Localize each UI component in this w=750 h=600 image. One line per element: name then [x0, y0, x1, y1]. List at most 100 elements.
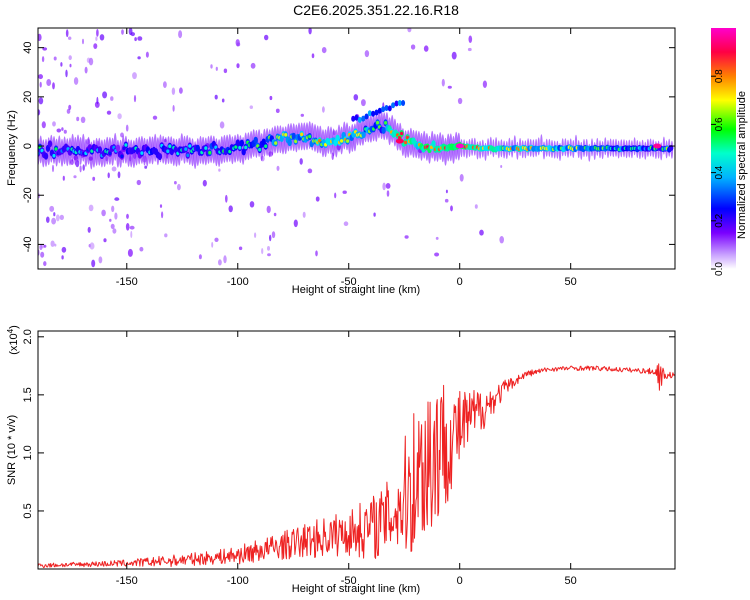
spectrogram-noise-speck — [218, 168, 221, 172]
spectrogram-x-ticks: -150 -100 -50 0 50 — [116, 28, 577, 288]
colorbar-tick-label: 0.8 — [714, 69, 725, 83]
spectrogram-noise-speck — [65, 29, 69, 38]
spectrogram-noise-speck — [130, 230, 133, 239]
snr-scale-exponent: 4 — [6, 328, 15, 333]
spectrogram-noise-speck — [467, 47, 472, 52]
spectrogram-ridge-cell — [157, 153, 163, 161]
spectrogram-noise-speck — [500, 165, 503, 168]
colorbar-gradient — [711, 28, 736, 269]
spectrogram-noise-speck — [315, 196, 320, 202]
spectrogram-noise-speck — [53, 56, 57, 61]
spectrogram-ridge-core — [238, 145, 242, 150]
spectrogram-noise-speck — [106, 110, 112, 115]
figure-title: C2E6.2025.351.22.16.R18 — [293, 2, 459, 18]
spectrogram-noise-speck — [53, 212, 56, 217]
snr-x-tick-label: -150 — [116, 575, 138, 587]
spectrogram-noise-speck — [164, 233, 168, 238]
spectrogram-noise-speck — [69, 63, 72, 68]
spectrogram-noise-speck — [49, 205, 55, 212]
spectrogram-noise-speck — [91, 259, 96, 268]
spectrogram-x-label: Height of straight line (km) — [292, 284, 420, 296]
spectrogram-noise-speck — [46, 216, 50, 223]
spectrogram-noise-speck — [51, 217, 56, 225]
spectrogram-ridge-core — [258, 147, 262, 152]
spectrogram-peak — [455, 143, 464, 149]
colorbar-tick-label: 0.4 — [714, 165, 725, 179]
spectrogram-noise-speck — [238, 246, 243, 251]
spectrogram-noise-speck — [80, 116, 86, 124]
spectrogram-noise-speck — [39, 81, 42, 88]
spectrogram-x-tick-label: -150 — [116, 276, 138, 288]
spectrogram-ridge-core — [400, 131, 404, 136]
spectrogram-ridge-core — [376, 120, 380, 125]
spectrogram-y-tick-label: 0 — [22, 143, 34, 149]
spectrogram-noise-speck — [46, 79, 52, 86]
spectrogram-noise-speck — [214, 94, 218, 100]
snr-y-tick-label: 1.0 — [22, 445, 34, 460]
spectrogram-noise-speck — [214, 237, 219, 242]
spectrogram-ridge-cell — [239, 139, 244, 147]
spectrogram-noise-speck — [110, 96, 114, 101]
spectrogram-noise-speck — [386, 190, 390, 197]
snr-x-tick-label: 0 — [457, 575, 463, 587]
spectrogram-ridge-core — [204, 146, 208, 150]
spectrogram-panel: -150 -100 -50 0 50 40 20 0 -20 -40 Height of str… — [6, 27, 676, 296]
spectrogram-secondary-cell — [367, 110, 372, 117]
spectrogram-noise-speck — [39, 244, 43, 250]
spectrogram-noise-speck — [117, 171, 121, 179]
spectrogram-noise-speck — [133, 95, 137, 103]
spectrogram-ridge-core — [108, 151, 112, 156]
spectrogram-noise-speck — [249, 105, 253, 109]
spectrogram-noise-speck — [221, 98, 225, 103]
spectrogram-noise-speck — [43, 244, 47, 248]
spectrogram-noise-speck — [38, 33, 42, 41]
spectrogram-noise-speck — [236, 63, 240, 69]
spectrogram-noise-speck — [82, 164, 85, 171]
spectrogram-noise-speck — [126, 213, 129, 219]
spectrogram-noise-speck — [38, 97, 44, 105]
spectrogram-secondary-cell — [401, 100, 406, 106]
spectrogram-noise-speck — [52, 121, 56, 127]
spectrogram-noise-speck — [342, 190, 347, 194]
spectrogram-noise-speck — [89, 242, 95, 250]
spectrogram-noise-speck — [307, 168, 313, 174]
spectrogram-noise-speck — [102, 91, 108, 99]
spectrogram-secondary-cell — [357, 116, 362, 123]
spectrogram-ridge-cell — [115, 144, 121, 152]
spectrogram-noise-speck — [334, 192, 337, 199]
spectrogram-noise-speck — [482, 80, 487, 88]
spectrogram-secondary-cell — [381, 106, 386, 113]
spectrogram-noise-speck — [92, 176, 96, 181]
snr-x-label: Height of straight line (km) — [292, 583, 420, 595]
spectrogram-noise-speck — [219, 121, 225, 129]
spectrogram-noise-speck — [343, 221, 349, 226]
spectrogram-y-ticks: 40 20 0 -20 -40 — [22, 42, 675, 252]
snr-series-line — [38, 363, 675, 569]
spectrogram-ridge-cell — [381, 126, 386, 134]
spectrogram-ridge-core — [140, 151, 144, 155]
spectrogram-noise-speck — [261, 248, 264, 255]
snr-x-tick-label: -50 — [341, 575, 357, 587]
spectrogram-secondary-cell — [394, 100, 399, 107]
spectrogram-noise-speck — [66, 108, 71, 114]
spectrogram-secondary-cell — [371, 110, 376, 117]
spectrogram-noise-speck — [127, 248, 133, 257]
spectrogram-noise-speck — [223, 68, 228, 74]
spectrogram-ridge-core — [264, 144, 268, 148]
spectrogram-noise-speck — [117, 113, 122, 120]
spectrogram-ridge-core — [234, 145, 238, 149]
spectrogram-noise-speck — [50, 240, 55, 247]
spectrogram-noise-speck — [293, 219, 298, 228]
spectrogram-noise-speck — [441, 78, 445, 87]
spectrogram-noise-speck — [269, 95, 273, 101]
spectrogram-noise-speck — [73, 175, 77, 179]
spectrogram-noise-speck — [93, 43, 98, 49]
spectrogram-noise-speck — [382, 182, 386, 191]
colorbar-tick-label: 0.2 — [714, 213, 725, 227]
spectrogram-noise-speck — [98, 256, 103, 264]
spectrogram-y-tick-label: 40 — [22, 42, 34, 54]
spectrogram-noise-speck — [468, 35, 473, 43]
spectrogram-noise-speck — [38, 74, 43, 80]
spectrogram-ridge-core — [54, 147, 58, 151]
